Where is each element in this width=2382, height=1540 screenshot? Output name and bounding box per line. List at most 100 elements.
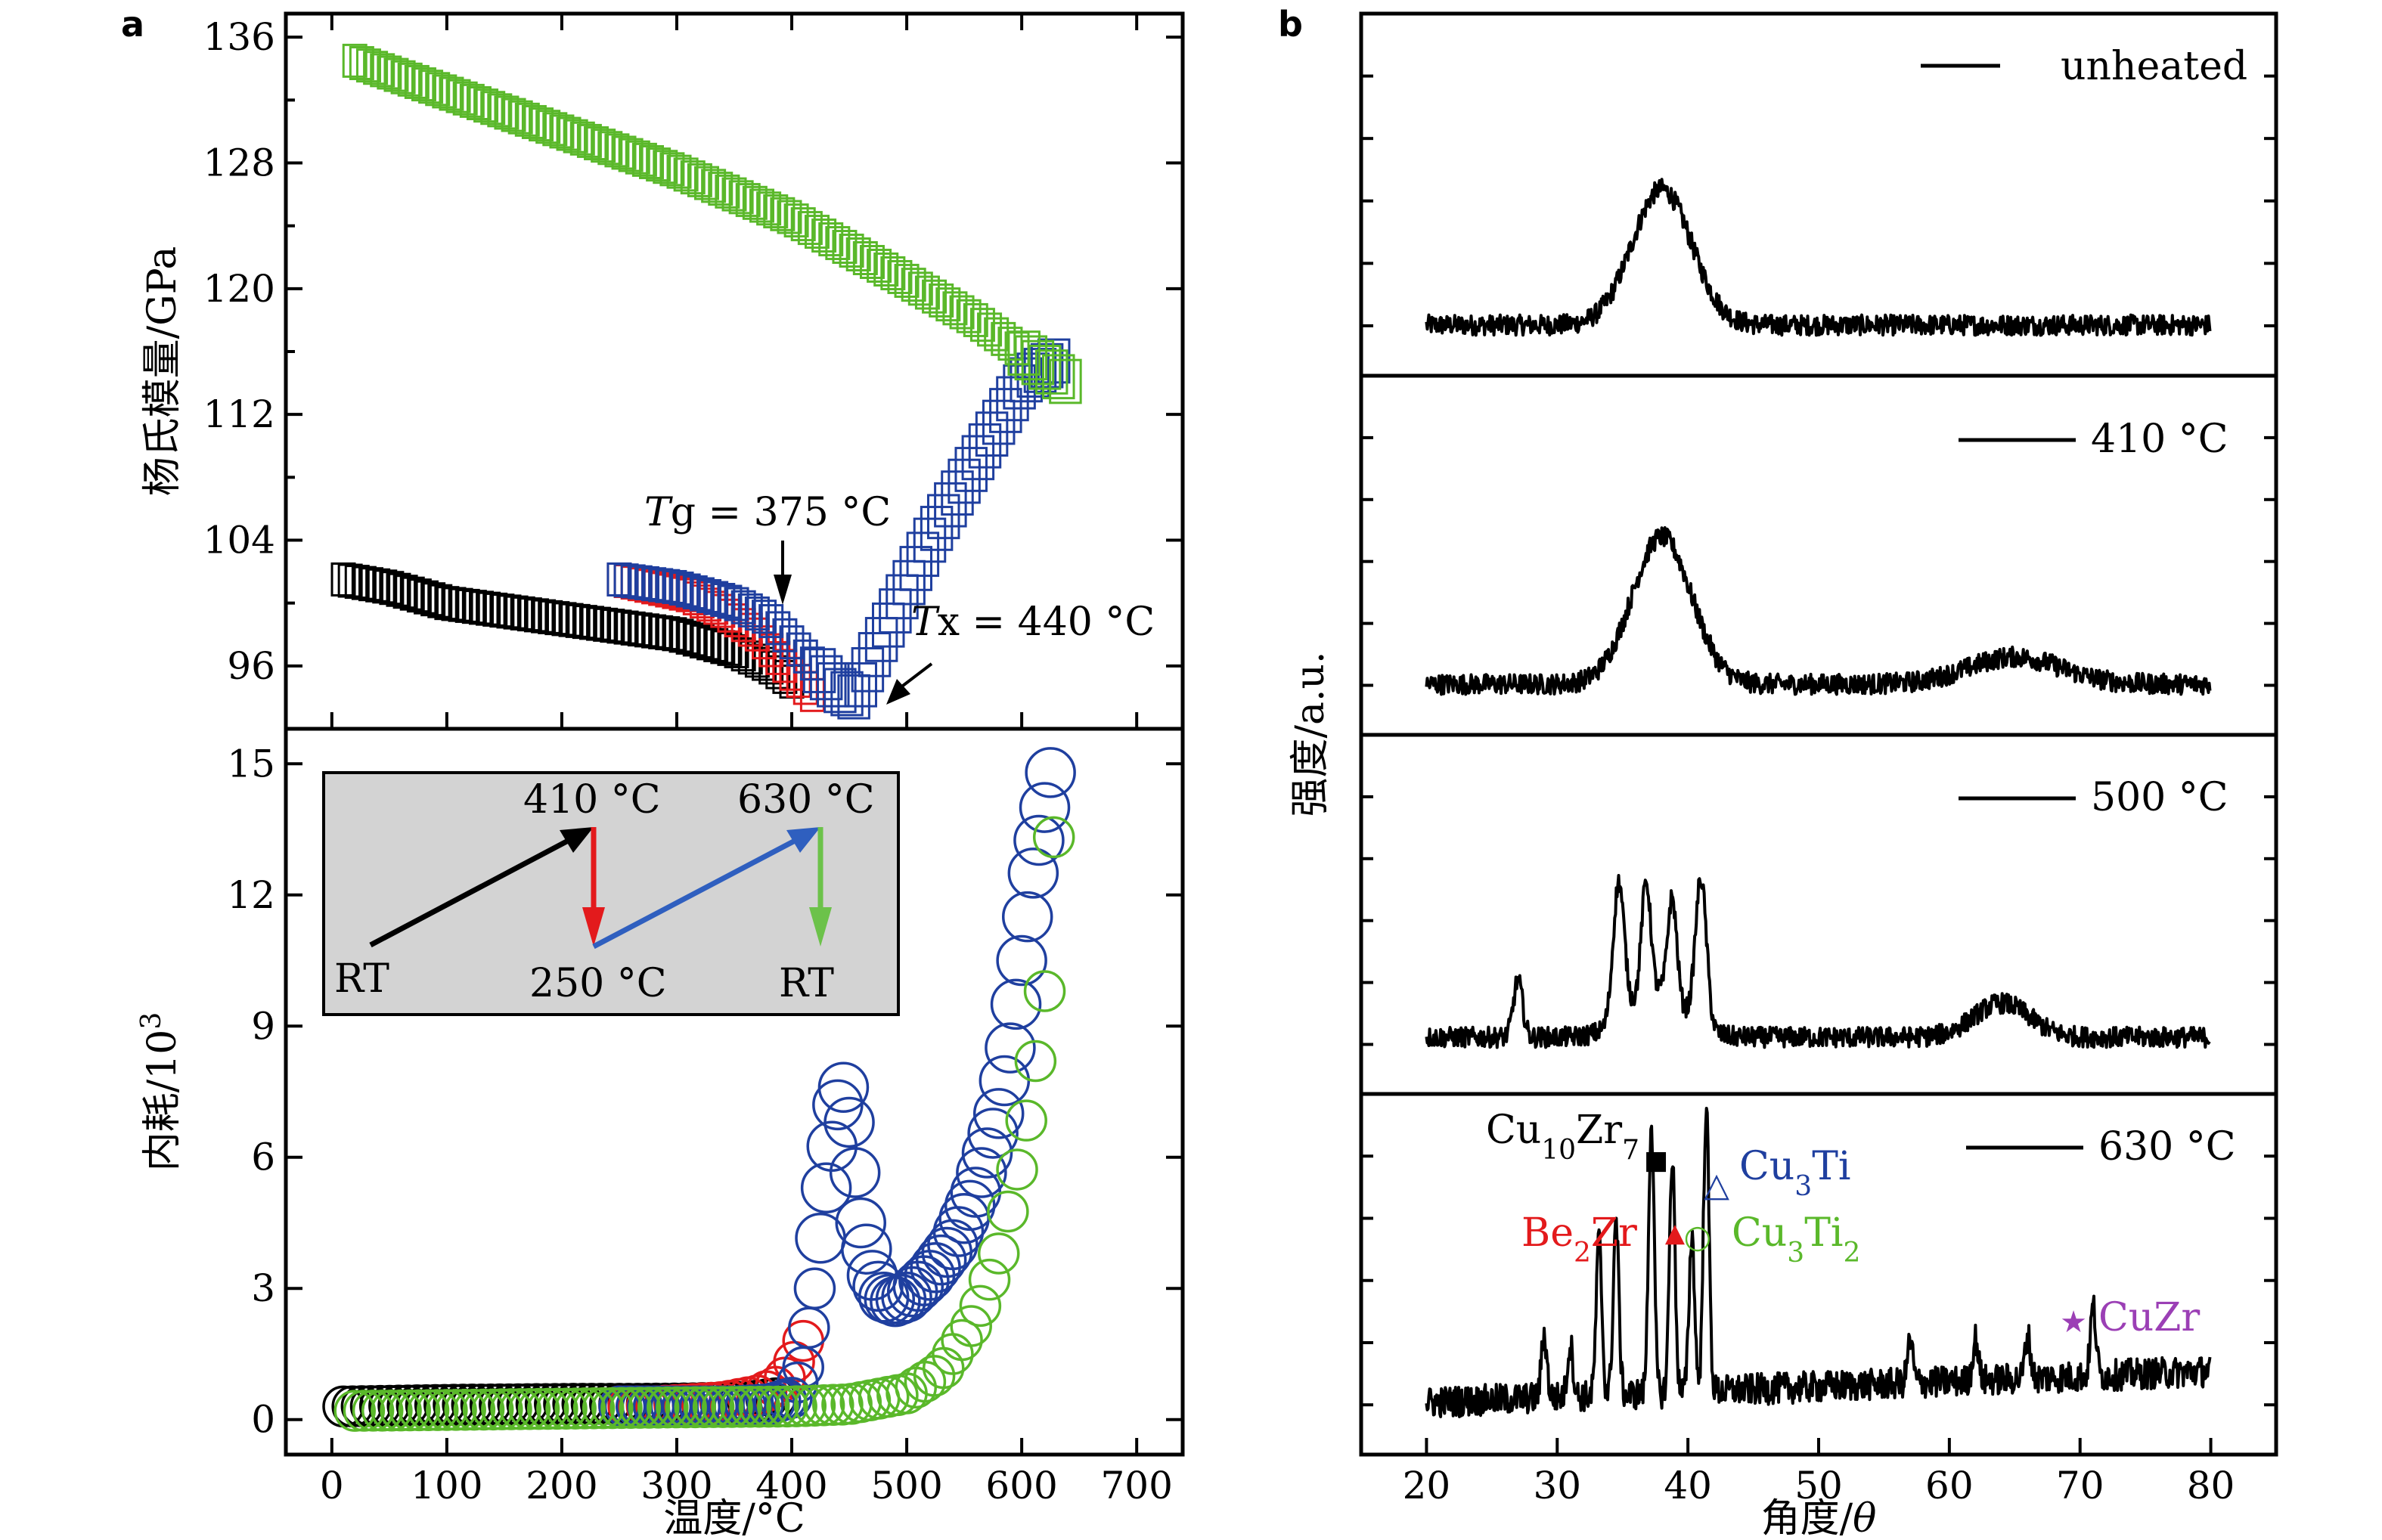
a-top-marker-s2 bbox=[752, 600, 777, 634]
a-top-marker-s2 bbox=[864, 617, 898, 662]
a-bottom-ylabel: 内耗/103 bbox=[136, 1012, 186, 1172]
a-bottom-marker-s3 bbox=[996, 1148, 1038, 1191]
a-bottom-marker-s3 bbox=[987, 1190, 1029, 1233]
b-xtick-label: 70 bbox=[2056, 1464, 2104, 1507]
a-top-marker-s2 bbox=[717, 584, 743, 619]
a-bottom-marker-s3 bbox=[628, 1387, 671, 1429]
a-bottom-frame bbox=[284, 727, 1185, 1457]
a-top-marker-s3 bbox=[708, 172, 734, 206]
phase-cu3ti: △ Cu3Ti bbox=[1704, 1144, 1850, 1204]
a-top-marker-s3 bbox=[715, 174, 740, 209]
a-top-ytick-label: 96 bbox=[227, 644, 275, 688]
a-top-marker-s3 bbox=[873, 252, 899, 287]
a-top-marker-s2 bbox=[844, 662, 878, 708]
a-top-marker-s3 bbox=[363, 51, 389, 85]
a-top-marker-s0 bbox=[593, 607, 619, 642]
a-top-marker-s3 bbox=[631, 142, 657, 177]
a-top-marker-s0 bbox=[586, 606, 612, 641]
a-top-marker-s0 bbox=[510, 596, 535, 631]
a-top-marker-s2 bbox=[879, 588, 912, 634]
b-xlabel: 角度/θ bbox=[1761, 1496, 1877, 1540]
a-top-marker-s3 bbox=[584, 126, 609, 161]
a-top-marker-s2 bbox=[744, 596, 770, 631]
a-bottom-marker-s3 bbox=[416, 1389, 459, 1431]
a-top-marker-s0 bbox=[703, 627, 729, 662]
a-top-marker-s0 bbox=[689, 624, 715, 658]
a-top-marker-s3 bbox=[653, 150, 678, 184]
a-top-marker-s2 bbox=[948, 458, 981, 504]
legend-410: 410 °C bbox=[2091, 417, 2228, 462]
a-top-marker-s2 bbox=[817, 662, 850, 708]
a-bottom-marker-s3 bbox=[757, 1385, 799, 1428]
a-top-marker-s3 bbox=[425, 72, 451, 107]
a-top-marker-s0 bbox=[730, 637, 756, 672]
a-bottom-marker-s2 bbox=[817, 1061, 870, 1113]
a-bottom-marker-s2 bbox=[961, 1127, 1013, 1179]
a-top-marker-s3 bbox=[832, 230, 858, 265]
b-xtick-label: 30 bbox=[1533, 1464, 1581, 1507]
a-bottom-marker-s3 bbox=[950, 1305, 992, 1347]
a-bottom-marker-s3 bbox=[692, 1386, 735, 1428]
a-top-marker-s3 bbox=[839, 234, 864, 268]
a-top-marker-s3 bbox=[894, 263, 920, 298]
a-top-marker-s3 bbox=[418, 70, 444, 104]
a-top-marker-s3 bbox=[625, 140, 650, 175]
a-bottom-marker-s3 bbox=[656, 1386, 698, 1429]
a-top-marker-s3 bbox=[535, 110, 561, 144]
b-ticks: 20 30 40 50 60 70 80 bbox=[1361, 74, 2276, 1507]
a-bottom-marker-s2 bbox=[967, 1108, 1019, 1159]
a-top-marker-s1 bbox=[606, 562, 632, 596]
a-top-marker-s0 bbox=[516, 597, 542, 632]
a-bottom-marker-s3 bbox=[821, 1384, 864, 1426]
a-bottom-marker-s2 bbox=[835, 1197, 887, 1249]
a-bottom-marker-s2 bbox=[956, 1147, 1007, 1198]
a-top-marker-s0 bbox=[461, 590, 487, 624]
a-top-marker-s3 bbox=[929, 283, 954, 318]
phase-cu3ti2: ○ Cu3Ti2 bbox=[1684, 1210, 1861, 1269]
a-top-marker-s3 bbox=[383, 57, 409, 92]
a-top-marker-s3 bbox=[542, 112, 568, 147]
a-bottom-marker-s3 bbox=[591, 1387, 634, 1430]
a-top-marker-s2 bbox=[968, 423, 1002, 469]
a-bottom-marker-s3 bbox=[637, 1387, 680, 1429]
phase-cu10zr7: Cu10Zr7 ■ bbox=[1486, 1108, 1668, 1176]
a-bottom-ticks: 0 3 6 9 12 15 0 100 200 300 400 500 600 700 bbox=[227, 14, 1183, 1507]
a-top-marker-s2 bbox=[892, 559, 926, 606]
a-top-marker-s3 bbox=[790, 207, 816, 242]
a-top-marker-s2 bbox=[885, 574, 919, 620]
phase-cuzr: ★ CuZr bbox=[2060, 1295, 2200, 1340]
a-bottom-marker-s3 bbox=[371, 1389, 413, 1432]
a-bottom-marker-s3 bbox=[444, 1388, 486, 1431]
a-top-marker-s3 bbox=[756, 191, 782, 226]
a-top-marker-s3 bbox=[377, 55, 402, 90]
a-top-marker-s0 bbox=[392, 575, 418, 609]
a-bottom-marker-s3 bbox=[959, 1284, 1002, 1328]
a-top-marker-s3 bbox=[370, 53, 395, 88]
a-bottom-markers bbox=[322, 747, 1076, 1432]
a-bottom-marker-s3 bbox=[343, 1390, 386, 1432]
inset-label-rt2: RT bbox=[779, 961, 834, 1006]
a-bottom-marker-s3 bbox=[619, 1387, 662, 1429]
a-top-marker-s0 bbox=[441, 587, 467, 621]
a-top-marker-s2 bbox=[758, 604, 784, 639]
inset-heat2-head bbox=[786, 827, 820, 853]
a-top-marker-s3 bbox=[639, 144, 665, 179]
a-bottom-marker-s3 bbox=[572, 1387, 616, 1430]
a-top-marker-s0 bbox=[551, 602, 577, 637]
a-top-marker-s3 bbox=[404, 64, 430, 99]
a-top-marker-s0 bbox=[544, 601, 570, 636]
a-top-marker-s0 bbox=[682, 622, 708, 657]
a-top-marker-s3 bbox=[611, 135, 637, 170]
a-bottom-marker-s3 bbox=[665, 1386, 707, 1429]
a-top-marker-s3 bbox=[473, 88, 499, 123]
a-top-marker-s0 bbox=[448, 587, 473, 622]
a-top-marker-s3 bbox=[349, 45, 374, 80]
inset-cool1-head bbox=[582, 907, 605, 947]
a-top-marker-s2 bbox=[809, 655, 843, 701]
a-bottom-marker-s3 bbox=[536, 1387, 578, 1430]
panel-label-a: a bbox=[121, 4, 144, 45]
a-bottom-marker-s3 bbox=[517, 1387, 560, 1430]
a-bottom-marker-s2 bbox=[793, 1267, 836, 1309]
xrd-line-2 bbox=[1425, 874, 2211, 1049]
a-top-marker-s2 bbox=[737, 593, 763, 627]
